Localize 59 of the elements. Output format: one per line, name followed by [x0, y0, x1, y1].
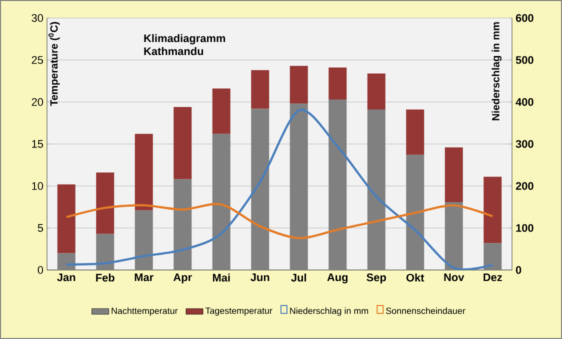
bar: [134, 134, 153, 210]
bar: [174, 179, 192, 270]
y-axis-title: Temperature ($^{0}$C): [48, 22, 60, 106]
legend-label: Sonnenscheindauer: [386, 307, 466, 314]
x-tick-label: Aug: [327, 274, 348, 284]
y-tick-label: 5: [38, 224, 44, 232]
bar: [96, 172, 114, 234]
bar: [444, 147, 463, 202]
y2-tick-label: 0: [516, 266, 522, 274]
x-tick-label: Nov: [444, 274, 464, 282]
x-tick-label: Jun: [250, 274, 270, 282]
y2-tick-label: 500: [516, 56, 534, 64]
bar: [328, 68, 347, 100]
x-tick-label: Mar: [134, 274, 154, 282]
x-tick-label: Feb: [96, 274, 114, 282]
bar: [444, 202, 463, 270]
bar: [367, 73, 386, 110]
y-tick-label: 10: [32, 182, 44, 190]
bar: [406, 154, 424, 270]
x-tick-label: Jul: [291, 274, 306, 282]
legend-label: Tagestemperatur: [205, 308, 272, 316]
text: Klimadiagramm: [144, 34, 226, 44]
bar: [328, 99, 347, 270]
x-tick-label: Dez: [484, 274, 502, 282]
legend-label: Nachttemperatur: [112, 307, 178, 316]
y-tick-label: 30: [32, 14, 44, 22]
bar: [212, 134, 230, 270]
x-tick-label: Okt: [406, 274, 424, 282]
bar: [174, 107, 192, 180]
bar: [212, 88, 230, 134]
bar: [290, 104, 308, 270]
legend-label: Niederschlag in mm: [290, 307, 368, 316]
y-tick-label: 20: [32, 98, 44, 106]
bar: [484, 176, 502, 244]
bar: [484, 243, 502, 270]
x-tick-label: Mai: [212, 274, 230, 282]
y2-tick-label: 200: [516, 182, 534, 190]
y2-tick-label: 100: [516, 224, 534, 232]
x-tick-label: Jan: [57, 274, 76, 282]
bar: [251, 108, 270, 270]
bar: [290, 66, 308, 104]
bar: [367, 110, 386, 270]
bar: [134, 210, 153, 270]
y2-tick-label: 300: [516, 140, 534, 148]
bar: [57, 253, 76, 270]
bar: [406, 110, 424, 155]
y2-tick-label: 600: [516, 14, 534, 22]
bar: [251, 70, 270, 109]
x-tick-label: Sep: [366, 274, 386, 284]
bar: [57, 184, 76, 254]
x-tick-label: Apr: [173, 274, 192, 284]
y-tick-label: 25: [32, 56, 44, 64]
bar: [96, 234, 114, 270]
y-tick-label: 15: [32, 140, 44, 148]
y-tick-label: 0: [38, 266, 44, 274]
y2-axis-title: Niederschlag in mm: [492, 22, 502, 120]
line-series: [65, 202, 494, 240]
y2-tick-label: 400: [516, 98, 534, 106]
text: Kathmandu: [144, 47, 204, 56]
